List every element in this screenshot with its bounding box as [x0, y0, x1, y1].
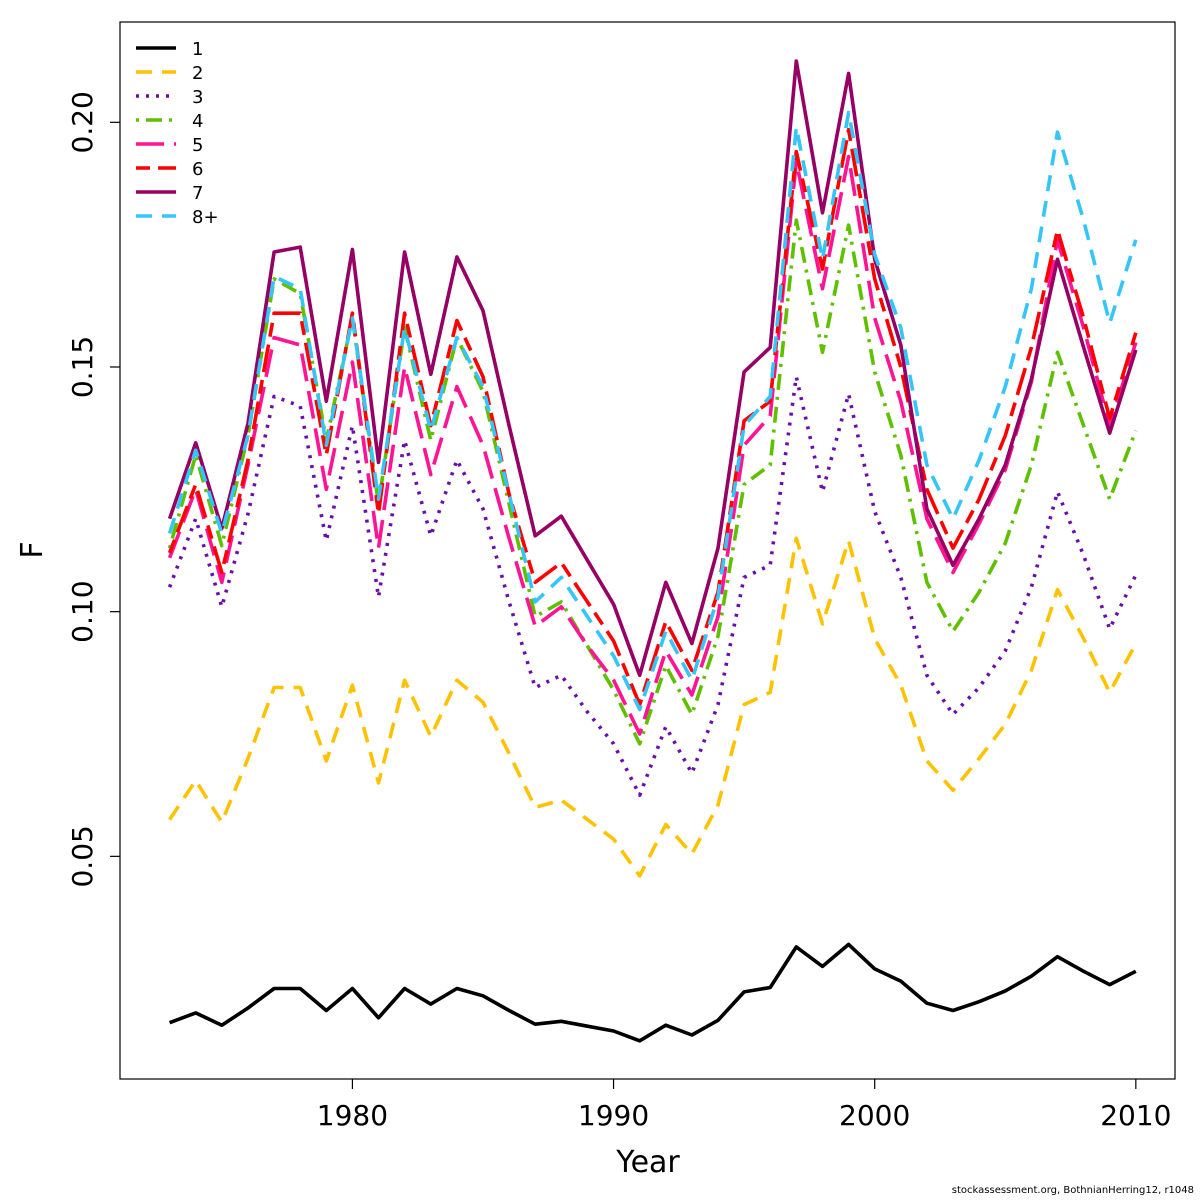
y-tick-label: 0.05 — [66, 825, 99, 887]
y-tick-label: 0.20 — [66, 91, 99, 153]
legend-label: 5 — [192, 135, 203, 156]
legend-label: 6 — [192, 159, 203, 180]
legend-label: 8+ — [192, 207, 219, 228]
y-tick-label: 0.10 — [66, 580, 99, 642]
series-line-8plus — [167, 110, 1138, 712]
series-line-5 — [167, 154, 1138, 736]
credit-text: stockassessment.org, BothnianHerring12, … — [951, 1185, 1194, 1196]
legend-label: 3 — [192, 87, 203, 108]
x-axis: 1980 1990 2000 2010 — [317, 1079, 1171, 1132]
legend-label: 7 — [192, 183, 203, 204]
x-axis-label: Year — [615, 1145, 680, 1180]
x-tick-label: 2000 — [839, 1099, 910, 1132]
x-tick-label: 1980 — [317, 1099, 388, 1132]
series-layer — [167, 59, 1138, 1043]
series-line-1 — [168, 942, 1137, 1043]
y-axis: 0.05 0.10 0.15 0.20 — [66, 91, 120, 888]
y-tick-label: 0.15 — [66, 336, 99, 398]
series-line-2 — [168, 536, 1138, 878]
y-axis-label: F — [15, 541, 50, 558]
series-line-7 — [167, 59, 1138, 678]
legend-label: 4 — [192, 111, 203, 132]
legend: 1 2 3 4 5 6 7 8+ — [136, 39, 219, 228]
legend-label: 2 — [192, 63, 203, 84]
plot-frame — [119, 21, 1176, 1080]
x-tick-label: 2010 — [1100, 1099, 1171, 1132]
legend-label: 1 — [192, 39, 203, 60]
x-tick-label: 1990 — [578, 1099, 649, 1132]
